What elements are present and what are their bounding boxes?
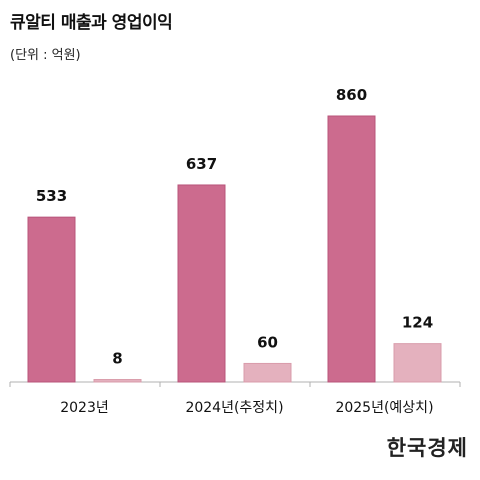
- data-label-operating-profit-0: 8: [112, 350, 122, 368]
- bar-operating-profit-0: [93, 379, 142, 383]
- data-label-revenue-1: 637: [186, 155, 217, 173]
- bar-revenue-0: [27, 216, 76, 383]
- publisher-logo: 한국경제: [386, 435, 468, 460]
- data-label-operating-profit-2: 124: [402, 314, 433, 332]
- bar-revenue-1: [177, 184, 226, 383]
- data-label-revenue-2: 860: [336, 86, 367, 104]
- chart-title: 큐알티 매출과 영업이익: [10, 13, 173, 33]
- category-label-0: 2023년: [60, 400, 109, 416]
- category-label-1: 2024년(추정치): [185, 400, 283, 416]
- category-label-2: 2025년(예상치): [335, 400, 433, 416]
- unit-label: (단위 : 억원): [10, 48, 81, 63]
- bar-revenue-2: [327, 115, 376, 383]
- data-label-operating-profit-1: 60: [257, 333, 278, 351]
- data-label-revenue-0: 533: [36, 187, 67, 205]
- bar-operating-profit-1: [243, 362, 292, 383]
- bar-operating-profit-2: [393, 343, 442, 383]
